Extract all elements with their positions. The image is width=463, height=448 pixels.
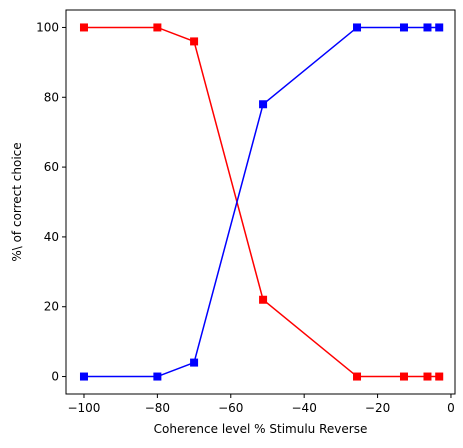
y-tick-label: 60 <box>44 160 59 174</box>
y-tick-label: 20 <box>44 300 59 314</box>
data-point <box>399 372 408 381</box>
data-point <box>353 372 362 381</box>
data-point <box>259 295 268 304</box>
y-tick-label: 0 <box>51 370 59 384</box>
data-point <box>190 358 199 367</box>
data-point <box>353 23 362 32</box>
data-point <box>79 372 88 381</box>
y-axis-label: %\ of correct choice <box>10 142 24 261</box>
plot-frame <box>65 9 456 395</box>
data-point <box>423 23 432 32</box>
x-tick-label: −100 <box>67 401 100 415</box>
x-tick-label: −40 <box>292 401 317 415</box>
data-point <box>423 372 432 381</box>
x-tick-label: −80 <box>145 401 170 415</box>
x-axis-label: Coherence level % Stimulu Reverse <box>154 422 368 436</box>
y-tick-label: 100 <box>36 20 59 34</box>
x-tick-label: 0 <box>447 401 455 415</box>
y-tick-label: 80 <box>44 90 59 104</box>
series-layer <box>79 23 444 381</box>
x-tick-label: −60 <box>218 401 243 415</box>
ticks-layer: −100 −80 −60 −40 −20 0 0 20 40 60 80 100 <box>36 20 455 415</box>
series-line-2 <box>83 26 440 378</box>
x-tick-label: −20 <box>365 401 390 415</box>
series-line-1 <box>83 26 440 378</box>
data-point <box>190 37 199 46</box>
data-point <box>435 372 444 381</box>
data-point <box>399 23 408 32</box>
data-point <box>259 100 268 109</box>
data-point <box>153 372 162 381</box>
data-point <box>79 23 88 32</box>
data-point <box>435 23 444 32</box>
y-tick-label: 40 <box>44 230 59 244</box>
data-point <box>153 23 162 32</box>
